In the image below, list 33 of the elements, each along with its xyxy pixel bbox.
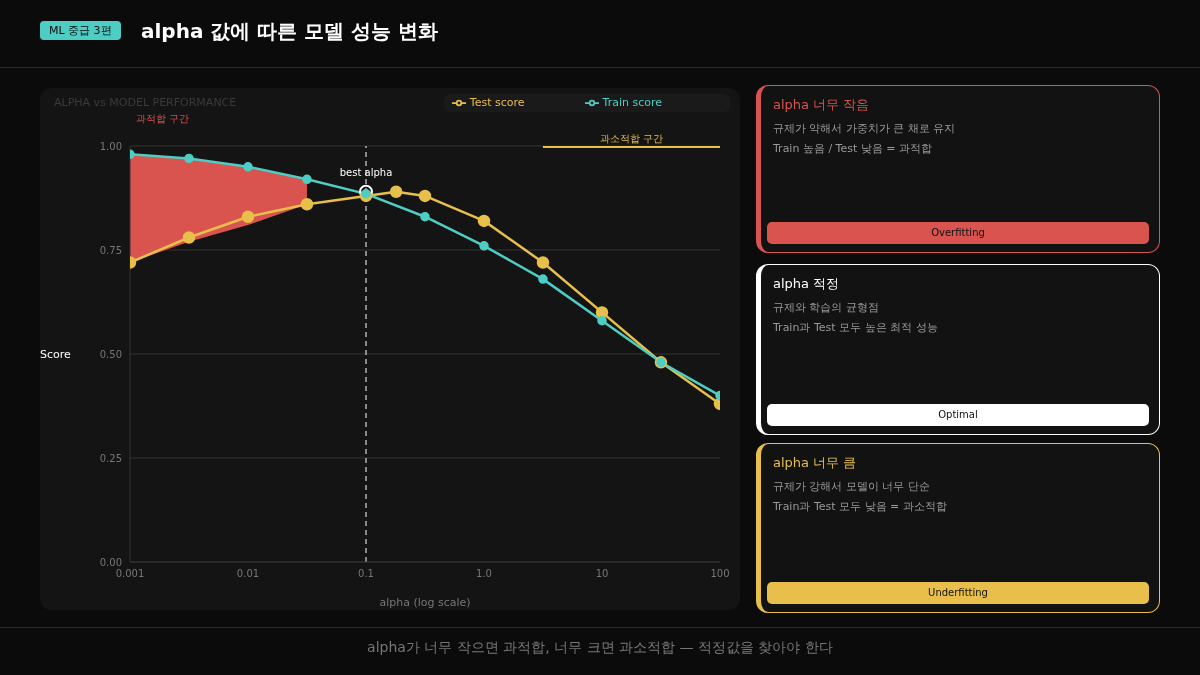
x-tick-label: 1.0: [476, 568, 492, 580]
text: 과소적합 구간: [598, 132, 665, 146]
legend-label: Train score: [602, 96, 662, 109]
annotation: best alpha: [339, 166, 393, 178]
text: 과적합 구간: [136, 112, 190, 126]
text: Underfitting: [767, 582, 1149, 604]
text: Train 높음 / Test 낮음 = 과적합: [773, 141, 932, 156]
x-tick-label: 0.1: [358, 568, 374, 580]
text: 규제가 약해서 가중치가 큰 채로 유지: [773, 121, 956, 136]
y-tick-label: 1.00: [99, 140, 122, 152]
text: 규제가 강해서 모델이 너무 단순: [773, 479, 930, 494]
text: alpha 너무 작음: [773, 96, 870, 114]
x-tick-label: 100: [710, 568, 730, 580]
text: alpha 너무 큼: [773, 454, 857, 472]
x-axis-title: alpha (log scale): [379, 596, 471, 609]
text: ML 중급 3편: [40, 21, 121, 40]
x-tick-label: 0.001: [115, 568, 145, 580]
x-tick-label: 0.01: [236, 568, 260, 580]
text: Optimal: [767, 404, 1149, 426]
text: Train과 Test 모두 낮음 = 과소적합: [773, 499, 947, 514]
y-tick-label: 0.25: [99, 452, 122, 464]
y-tick-label: 0.00: [99, 556, 122, 568]
text: alpha 적정: [773, 275, 840, 293]
text: alpha가 너무 작으면 과적합, 너무 크면 과소적합 — 적정값을 찾아야 한다: [366, 639, 834, 657]
y-tick-label: 0.50: [99, 348, 122, 360]
y-axis-title: Score: [40, 347, 72, 361]
y-tick-label: 0.75: [99, 244, 122, 256]
x-tick-label: 10: [595, 568, 609, 580]
text: Overfitting: [767, 222, 1149, 244]
text: Train과 Test 모두 높은 최적 성능: [773, 320, 938, 335]
text: alpha 값에 따른 모델 성능 변화: [141, 18, 439, 45]
legend-label: Test score: [469, 96, 525, 109]
text: 규제와 학습의 균형점: [773, 300, 879, 315]
